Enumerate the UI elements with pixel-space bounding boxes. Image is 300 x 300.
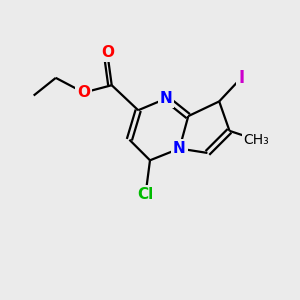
Text: N: N [173, 141, 186, 156]
Text: O: O [101, 45, 114, 60]
Text: Cl: Cl [137, 187, 154, 202]
Text: I: I [238, 69, 244, 87]
Text: CH₃: CH₃ [243, 133, 269, 147]
Text: O: O [77, 85, 90, 100]
Text: N: N [160, 91, 172, 106]
